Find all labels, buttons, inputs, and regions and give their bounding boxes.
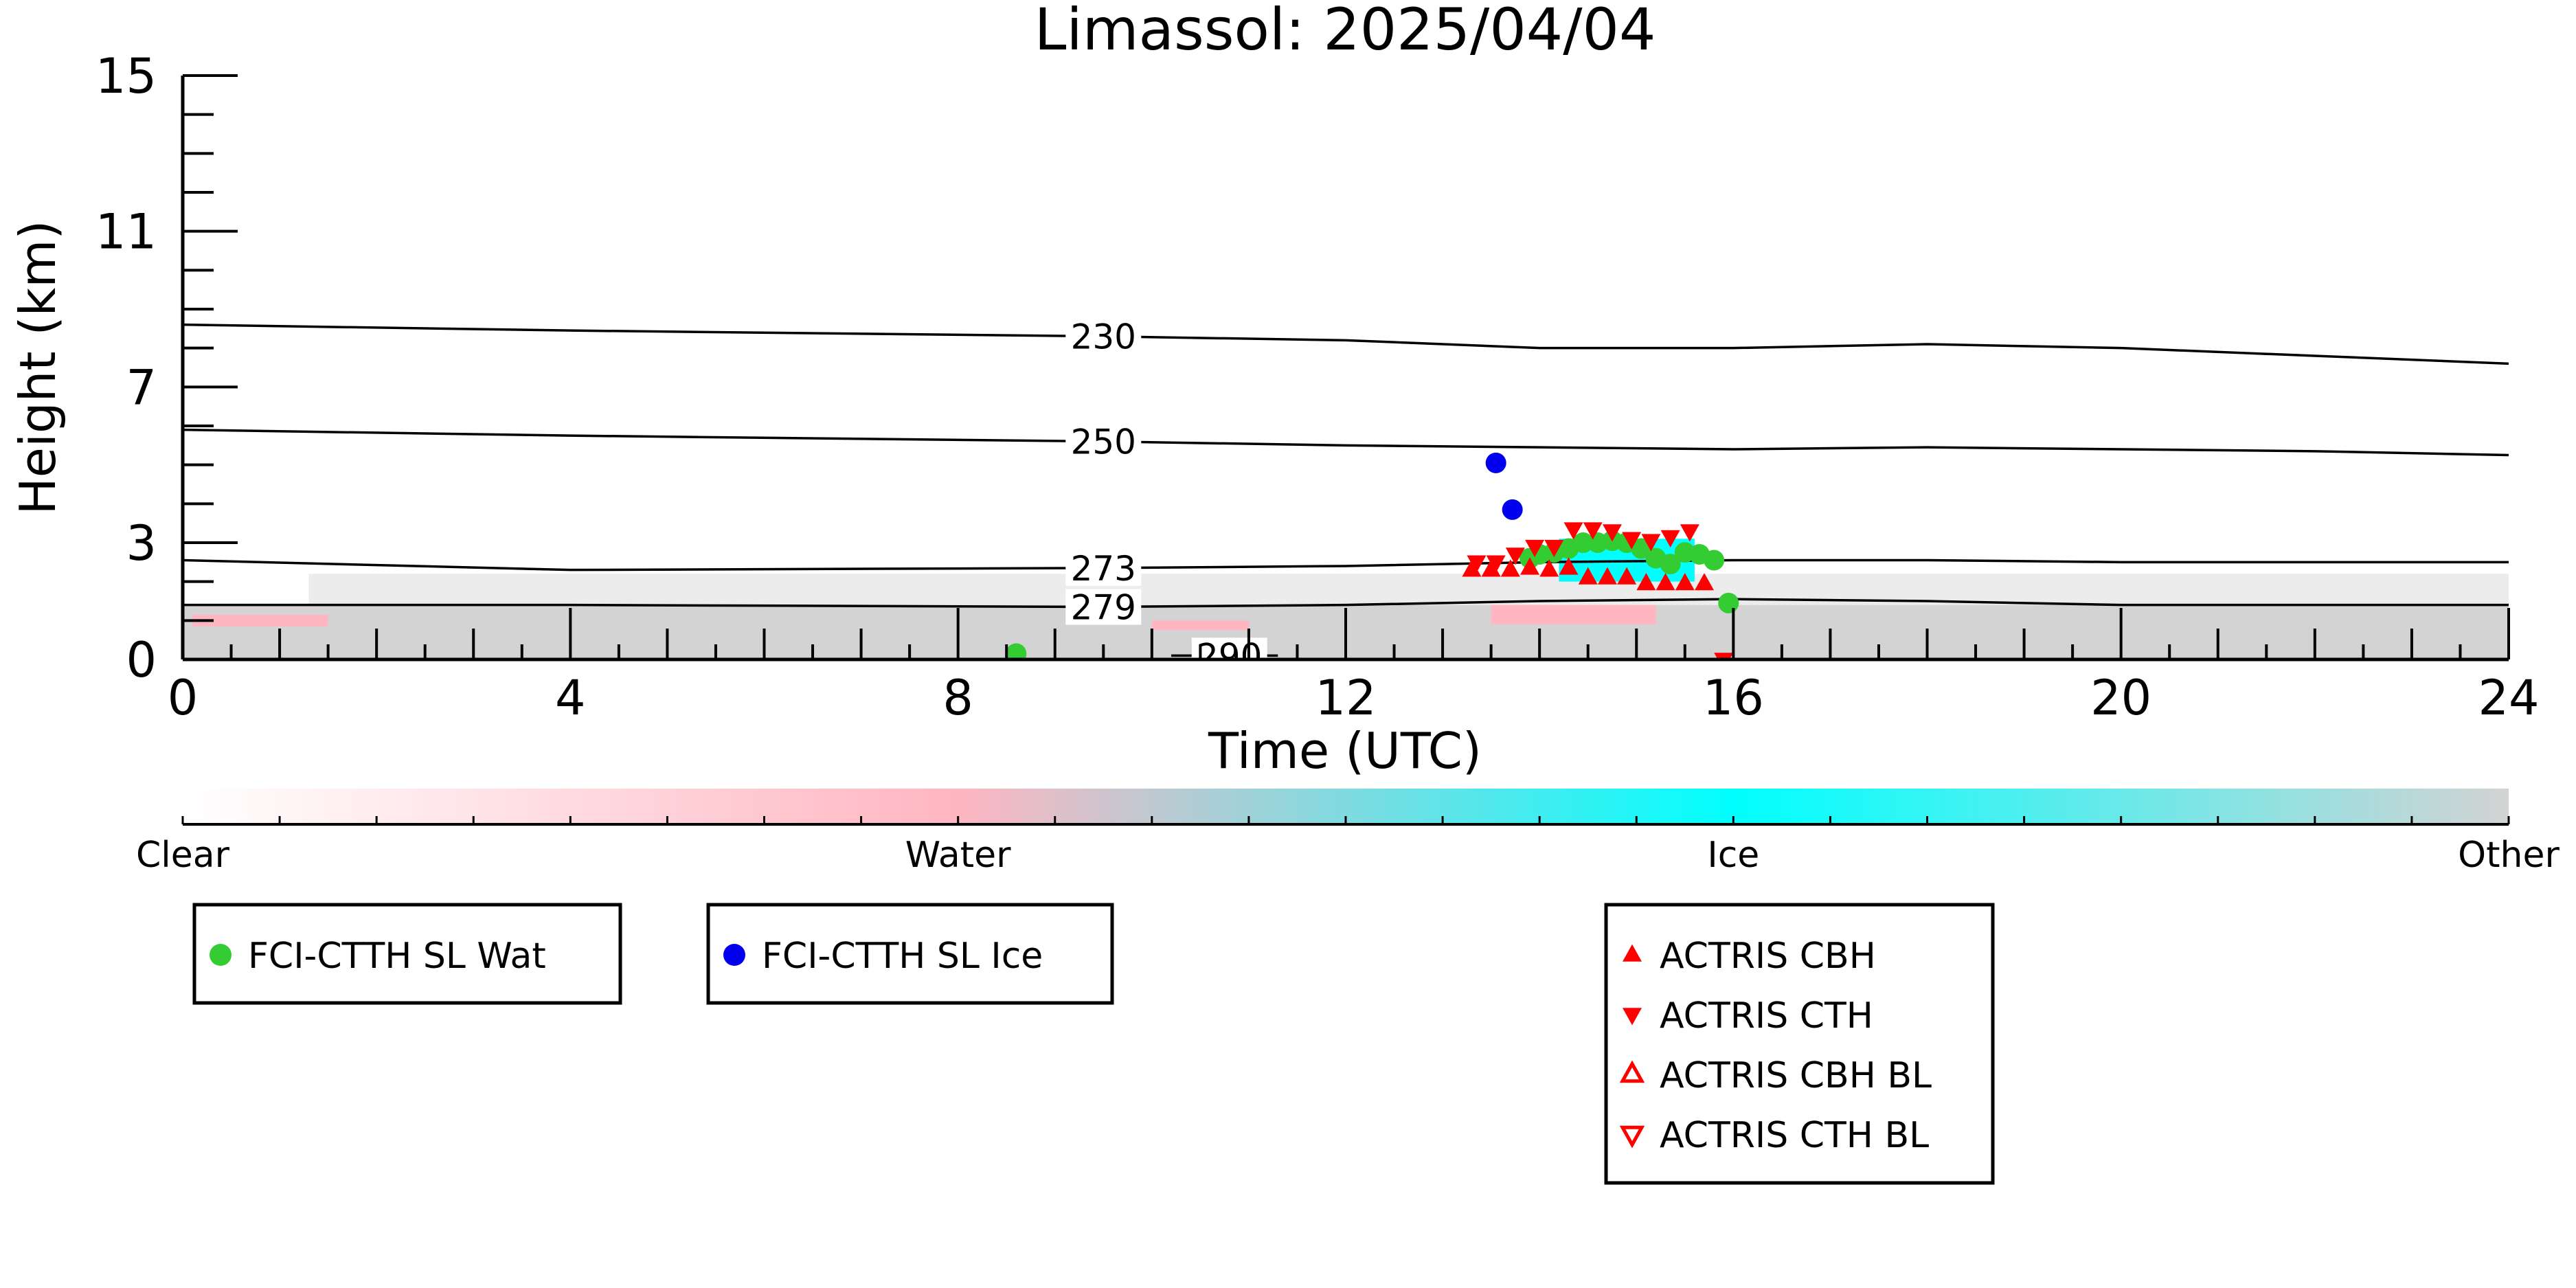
marker-actris-cbh — [1617, 567, 1637, 585]
legend-label: ACTRIS CBH BL — [1660, 1055, 1932, 1096]
x-ticks: 0 4 8 12 16 20 24 — [168, 608, 2540, 726]
legend-label: ACTRIS CTH BL — [1660, 1115, 1929, 1156]
x-tick-label: 24 — [2478, 670, 2539, 726]
marker-actris-cth — [1486, 555, 1506, 573]
legend-marker — [1623, 944, 1642, 962]
legend-marker — [210, 944, 231, 966]
contour-label: 279 — [1071, 588, 1136, 628]
colorbar-label: Clear — [136, 835, 230, 876]
marker-actris-cth — [1563, 522, 1583, 540]
marker-actris-cth — [1583, 522, 1603, 540]
x-tick-label: 4 — [555, 670, 586, 726]
marker-actris-cth — [1544, 539, 1564, 558]
contour-label-bg — [1191, 637, 1267, 660]
marker-actris-cbh — [1695, 573, 1715, 591]
marker-fci-ctth-sl-wat — [1704, 550, 1725, 571]
marker-actris-cbh — [1636, 573, 1656, 591]
x-tick-label: 0 — [168, 670, 199, 726]
legend-marker — [1623, 1008, 1642, 1026]
marker-fci-ctth-sl-wat — [1572, 532, 1594, 553]
marker-actris-cth — [1505, 547, 1525, 565]
marker-fci-ctth-sl-wat — [1631, 538, 1652, 559]
marker-actris-cbh — [1520, 557, 1540, 575]
marker-actris-cth — [1467, 555, 1487, 573]
contour-label: 273 — [1071, 549, 1136, 589]
marker-actris-cbh — [1500, 559, 1520, 577]
legend-label: ACTRIS CBH — [1660, 936, 1876, 977]
legend-box — [1604, 903, 1995, 1185]
colorbar-label: Other — [2458, 835, 2560, 876]
colorbar: Clear Water Ice Other — [136, 789, 2560, 876]
marker-actris-cth — [1622, 532, 1642, 550]
y-ticks: 0 3 7 11 15 — [95, 48, 238, 688]
contour-line-273 — [183, 558, 2509, 572]
x-tick-label: 16 — [1703, 670, 1764, 726]
contour-label-bg — [1065, 589, 1142, 625]
x-tick-label: 8 — [942, 670, 973, 726]
other-class-light-band — [308, 574, 2509, 605]
contour-label-bg — [1065, 550, 1142, 586]
marker-fci-ctth-sl-wat — [1660, 554, 1681, 575]
contour-label-bg — [1065, 318, 1142, 354]
legend-label: ACTRIS CTH — [1660, 995, 1873, 1037]
y-tick-label: 3 — [126, 515, 157, 572]
legend-marker — [1619, 1125, 1645, 1149]
y-axis-label: Height (km) — [9, 221, 67, 515]
x-tick-label: 12 — [1315, 670, 1376, 726]
legend-label: FCI-CTTH SL Ice — [762, 936, 1043, 977]
contour-line-279 — [183, 598, 2509, 609]
x-tick-label: 20 — [2090, 670, 2151, 726]
y-tick-label: 15 — [95, 48, 157, 104]
marker-fci-ctth-sl-wat — [1718, 592, 1739, 613]
marker-actris-cth — [1660, 530, 1680, 547]
legend-marker — [1619, 1060, 1645, 1083]
marker-fci-ctth-sl-wat — [1006, 643, 1027, 660]
marker-actris-cth — [1714, 653, 1734, 660]
marker-actris-cth — [1680, 524, 1699, 542]
legends: FCI-CTTH SL Wat FCI-CTTH SL Ice ACTRIS CBH… — [192, 903, 1995, 1185]
water-class-patch — [192, 614, 328, 626]
water-class-patch — [1491, 605, 1656, 624]
contour-label-bg — [1065, 423, 1142, 460]
marker-fci-ctth-sl-ice — [1485, 452, 1506, 473]
marker-actris-cbh — [1597, 567, 1617, 585]
axes — [181, 76, 2509, 662]
chart-title: Limassol: 2025/04/04 — [1035, 0, 1656, 63]
marker-actris-cbh — [1675, 573, 1695, 591]
marker-fci-ctth-sl-ice — [1502, 499, 1523, 520]
colorbar-label: Ice — [1707, 835, 1759, 876]
water-class-patch — [1151, 620, 1249, 631]
legend-box — [706, 903, 1114, 1005]
data-markers — [1006, 452, 1739, 660]
contour-line-230 — [183, 323, 2509, 365]
marker-actris-cth — [1602, 524, 1622, 542]
marker-actris-cbh — [1539, 559, 1559, 577]
colorbar-label: Water — [905, 835, 1011, 876]
y-tick-label: 11 — [95, 204, 157, 260]
marker-actris-cth — [1525, 539, 1545, 558]
contour-line-250 — [183, 428, 2509, 457]
contour-label: 230 — [1071, 317, 1136, 357]
marker-actris-cbh — [1559, 557, 1579, 575]
marker-actris-cth — [1641, 534, 1661, 552]
contour-label: 250 — [1071, 422, 1136, 462]
marker-actris-cbh — [1578, 567, 1598, 585]
contour-label: 290 — [1197, 636, 1262, 676]
y-tick-label: 0 — [126, 632, 157, 688]
legend-label: FCI-CTTH SL Wat — [248, 936, 546, 977]
legend-box — [192, 903, 622, 1005]
legend-marker — [723, 944, 745, 966]
y-tick-label: 7 — [126, 359, 157, 416]
x-axis-label: Time (UTC) — [1208, 722, 1482, 780]
marker-actris-cbh — [1656, 573, 1675, 591]
